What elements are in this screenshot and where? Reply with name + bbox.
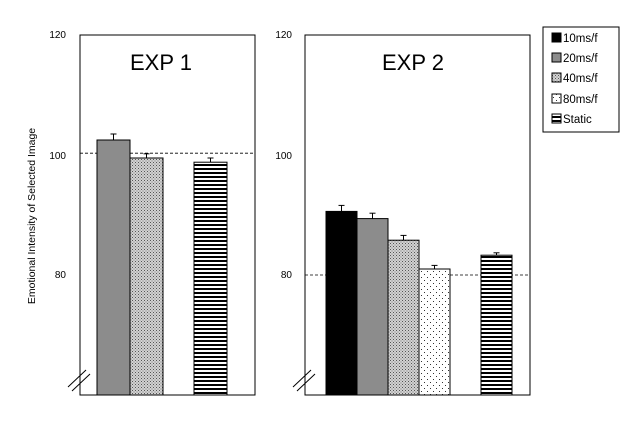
y-tick-label: 100 <box>275 151 292 162</box>
legend-item-static: Static <box>551 113 592 126</box>
error-bar-20msf <box>110 133 117 140</box>
axis-break-mark <box>292 369 316 392</box>
error-bar-static <box>493 252 500 256</box>
panel-exp2-bars <box>305 204 530 396</box>
legend-item-80ms: 80ms/f <box>551 93 598 106</box>
legend-item-40ms: 40ms/f <box>551 72 598 85</box>
bar-20msf <box>356 218 389 396</box>
panel-exp1-ticks: 120 100 80 <box>49 30 66 281</box>
y-tick-label: 120 <box>49 30 66 41</box>
legend-label: 80ms/f <box>563 94 598 106</box>
bar-static <box>480 254 513 396</box>
bar-20msf <box>96 139 131 396</box>
panel-exp2: EXP 2 120 100 80 <box>275 30 531 396</box>
y-tick-label: 100 <box>49 151 66 162</box>
legend: 10ms/f 20ms/f 40ms/f 80ms/f Static <box>542 26 620 133</box>
panel-exp1-title: EXP 1 <box>130 50 192 75</box>
legend-swatch <box>551 52 562 63</box>
bar-40msf <box>129 157 164 396</box>
bar-static <box>193 161 228 396</box>
legend-item-10ms: 10ms/f <box>551 32 598 45</box>
error-bar-10msf <box>338 204 345 212</box>
y-axis-label: Emotional Intensity of Selected Image <box>26 128 38 304</box>
legend-label: 10ms/f <box>563 33 598 45</box>
error-bar-20msf <box>369 212 376 219</box>
bar-10msf <box>325 210 358 396</box>
y-tick-label: 80 <box>55 270 67 281</box>
legend-swatch <box>551 93 562 104</box>
legend-swatch <box>551 32 562 43</box>
legend-swatch <box>551 72 562 83</box>
y-tick-label: 120 <box>275 30 292 41</box>
legend-swatch <box>551 113 562 124</box>
panel-exp2-ticks: 120 100 80 <box>275 30 292 281</box>
error-bar-80msf <box>431 264 438 269</box>
bar-40msf <box>387 239 420 396</box>
panel-exp1-bars <box>80 133 255 396</box>
panel-exp1: EXP 1 120 100 80 <box>49 30 256 396</box>
panel-exp2-title: EXP 2 <box>382 50 444 75</box>
y-tick-label: 80 <box>281 270 293 281</box>
legend-item-20ms: 20ms/f <box>551 52 598 65</box>
legend-label: 20ms/f <box>563 53 598 65</box>
legend-label: Static <box>563 114 592 126</box>
panel-exp1-frame <box>79 34 256 396</box>
error-bar-40msf <box>143 153 150 158</box>
legend-label: 40ms/f <box>563 73 598 85</box>
error-bar-40msf <box>400 234 407 241</box>
axis-break-mark <box>67 369 91 392</box>
error-bar-static <box>207 157 214 163</box>
bar-80msf <box>418 268 451 396</box>
